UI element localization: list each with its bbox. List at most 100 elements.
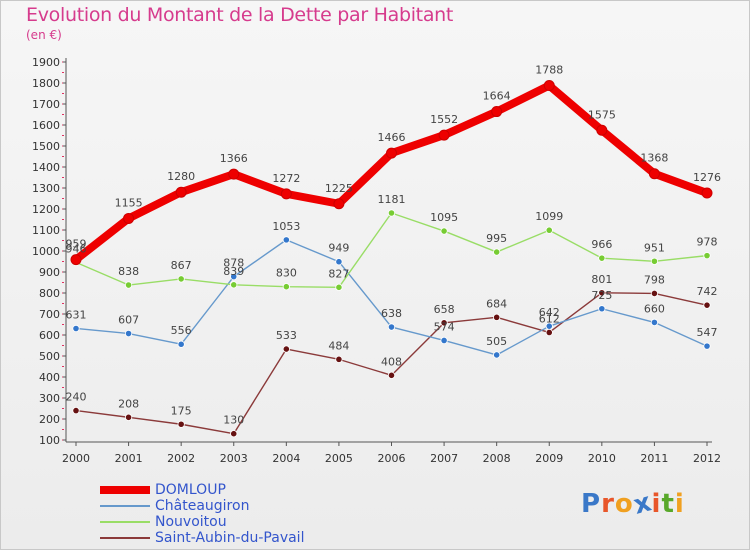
data-label: 660 <box>644 302 665 315</box>
chart-title: Evolution du Montant de la Dette par Hab… <box>26 4 454 26</box>
data-label: 1272 <box>272 172 300 185</box>
data-label: 1788 <box>535 64 563 77</box>
data-label: 607 <box>118 314 139 327</box>
data-point <box>335 355 343 363</box>
data-point <box>650 318 659 326</box>
data-label: 1095 <box>430 211 458 224</box>
legend-swatch <box>100 537 150 539</box>
logo-letter: i <box>651 489 662 519</box>
logo-letter: r <box>601 489 615 519</box>
data-label: 959 <box>66 238 87 251</box>
data-point <box>545 328 553 337</box>
data-point <box>387 323 396 331</box>
y-tick-label: 300 <box>39 392 60 405</box>
chart-subtitle: (en €) <box>26 28 62 42</box>
data-label: 1575 <box>588 108 616 121</box>
data-point <box>124 281 133 289</box>
legend-label: Châteaugiron <box>155 498 250 514</box>
x-tick-label: 2000 <box>62 452 90 465</box>
data-point <box>440 227 448 235</box>
y-tick-label: 1300 <box>32 182 60 195</box>
x-tick-label: 2010 <box>588 452 616 465</box>
data-label: 658 <box>434 303 455 316</box>
data-point <box>386 147 397 159</box>
data-point <box>335 283 343 291</box>
data-point <box>596 124 608 136</box>
legend-label: Nouvoitou <box>155 514 227 530</box>
x-tick-label: 2007 <box>430 452 458 465</box>
data-point <box>650 257 659 265</box>
y-tick-label: 1900 <box>32 56 60 69</box>
y-tick-label: 1500 <box>32 140 60 153</box>
data-label: 1466 <box>378 131 406 144</box>
data-point <box>598 289 606 297</box>
data-label: 966 <box>591 238 612 251</box>
data-point <box>124 329 133 338</box>
data-point <box>493 313 501 321</box>
y-tick-label: 1800 <box>32 77 60 90</box>
data-label: 798 <box>644 273 665 286</box>
data-point <box>72 406 80 415</box>
data-point <box>703 342 711 350</box>
data-point <box>228 168 240 180</box>
x-tick-label: 2003 <box>220 452 248 465</box>
data-label: 1225 <box>325 182 353 195</box>
data-label: 827 <box>328 267 349 280</box>
legend-swatch <box>100 521 150 523</box>
logo-letter: i <box>674 489 685 519</box>
x-tick-label: 2011 <box>640 452 668 465</box>
data-label: 742 <box>697 285 718 298</box>
x-tick-label: 2004 <box>272 452 300 465</box>
data-label: 830 <box>276 267 297 280</box>
data-point <box>282 236 290 244</box>
data-point <box>493 351 501 359</box>
data-label: 801 <box>591 273 612 286</box>
data-point <box>280 188 292 200</box>
y-tick-label: 1000 <box>32 245 60 258</box>
data-point <box>703 252 711 260</box>
x-tick-label: 2002 <box>167 452 195 465</box>
data-point <box>230 281 238 289</box>
data-label: 642 <box>539 306 560 319</box>
data-label: 612 <box>539 312 560 325</box>
data-label: 1155 <box>115 196 143 209</box>
legend-label: Saint-Aubin-du-Pavail <box>155 530 305 546</box>
data-point <box>598 305 606 313</box>
data-point <box>70 254 82 266</box>
data-label: 631 <box>66 308 87 321</box>
data-label: 1366 <box>220 152 248 165</box>
x-tick-label: 2012 <box>693 452 721 465</box>
data-label: 484 <box>328 339 349 352</box>
proxiti-logo: Proxiti <box>581 487 685 521</box>
x-tick-label: 2006 <box>378 452 406 465</box>
data-label: 1280 <box>167 170 195 183</box>
data-point <box>387 371 396 379</box>
data-point <box>175 186 187 198</box>
data-label: 1664 <box>483 90 511 103</box>
y-tick-label: 1100 <box>32 224 60 237</box>
data-label: 1552 <box>430 113 458 126</box>
data-label: 949 <box>328 242 349 255</box>
data-label: 175 <box>171 404 192 417</box>
data-point <box>493 248 501 256</box>
data-label: 878 <box>223 257 244 270</box>
data-label: 684 <box>486 297 507 310</box>
data-label: 838 <box>118 265 139 278</box>
y-tick-label: 500 <box>39 350 60 363</box>
data-label: 1181 <box>378 193 406 206</box>
data-point <box>124 413 133 421</box>
logo-letter: t <box>661 489 675 519</box>
data-point <box>703 301 711 309</box>
y-tick-label: 200 <box>39 413 60 426</box>
y-tick-label: 1200 <box>32 203 60 216</box>
data-label: 208 <box>118 397 139 410</box>
data-label: 995 <box>486 232 507 245</box>
series-line <box>75 212 708 289</box>
data-label: 130 <box>223 414 244 427</box>
logo-letter: o <box>614 489 634 519</box>
x-tick-label: 2008 <box>483 452 511 465</box>
data-point <box>230 273 238 281</box>
data-point <box>491 106 503 118</box>
legend-swatch <box>100 505 150 507</box>
